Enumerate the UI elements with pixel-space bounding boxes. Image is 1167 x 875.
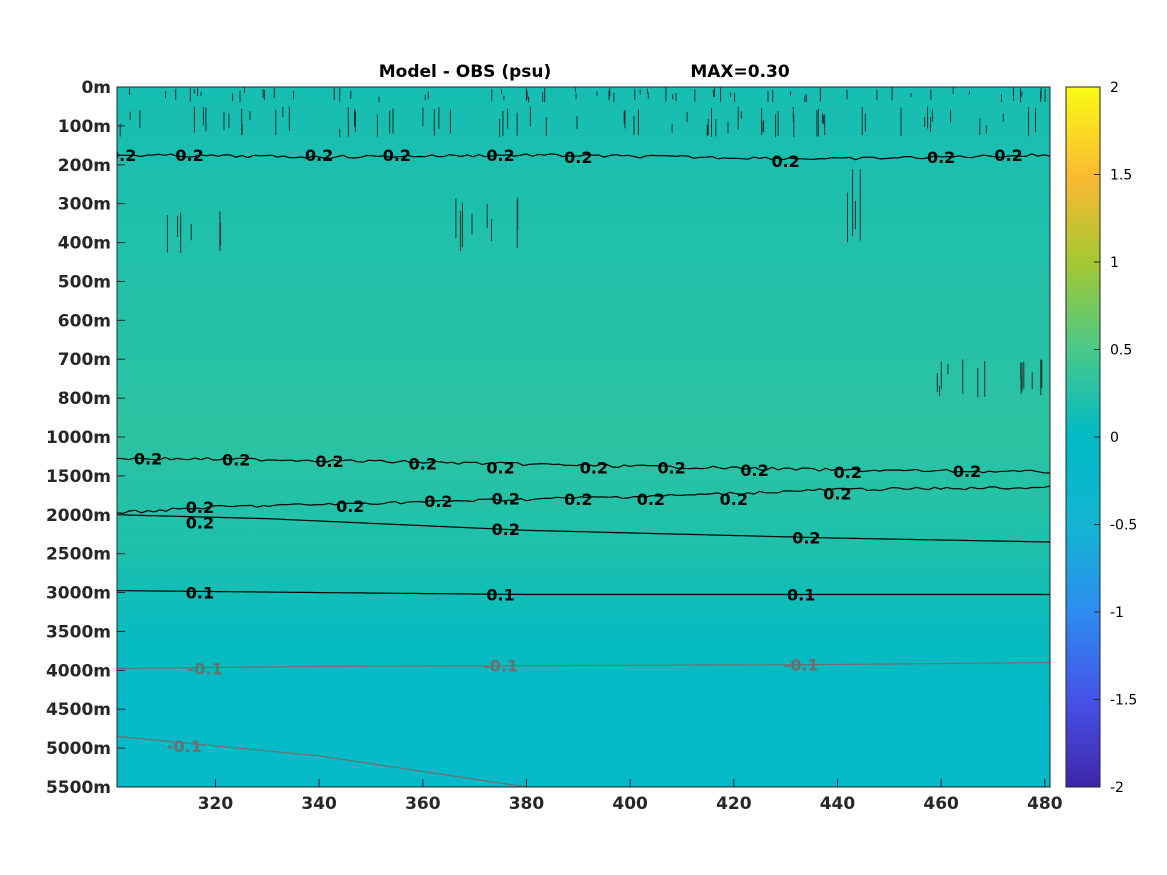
- contour-label: 0.2: [792, 529, 820, 548]
- y-tick-label: 1000m: [46, 428, 111, 448]
- colorbar-tick-label: 0: [1110, 430, 1119, 446]
- contour-label: 0.2: [305, 146, 333, 165]
- contour-line--0.1: -0.1: [117, 735, 527, 787]
- colorbar-tick-label: 1.5: [1110, 168, 1132, 184]
- contour-label: 0.1: [486, 586, 514, 605]
- chart-title-left: Model - OBS (psu): [379, 62, 552, 82]
- x-tick-label: 480: [1027, 794, 1063, 814]
- contour-label: 0.2: [492, 520, 520, 539]
- contour-label: 0.2: [492, 489, 520, 508]
- contour-label: 0.2: [580, 458, 608, 477]
- contour-label: 0.2: [108, 146, 136, 165]
- x-tick-label: 400: [612, 794, 648, 814]
- y-tick-label: 2000m: [46, 506, 111, 526]
- contour-label: 0.2: [720, 490, 748, 509]
- contour-line-0.1: 0.1 0.1 0.1: [117, 584, 1050, 605]
- noise-contour-region: [847, 169, 861, 243]
- y-tick-label: 800m: [58, 389, 111, 409]
- field-background: [117, 87, 1050, 787]
- contour-label: 0.2: [927, 148, 955, 167]
- x-tick-label: 440: [820, 794, 856, 814]
- x-tick-label: 460: [923, 794, 959, 814]
- contour-label: 0.2: [486, 146, 514, 165]
- noise-contour-region: [119, 106, 1036, 138]
- contour-line-0.2: 0.2 0.2 0.2: [117, 514, 1050, 548]
- colorbar-tick-label: -1: [1110, 605, 1124, 621]
- contour-label: 0.2: [771, 152, 799, 171]
- y-tick-label: 3500m: [46, 622, 111, 642]
- y-tick-label: 5000m: [46, 739, 111, 759]
- contour-label: 0.2: [486, 458, 514, 477]
- chart-title-right: MAX=0.30: [690, 62, 790, 82]
- contour-label: 0.2: [564, 490, 592, 509]
- colorbar-tick-label: -0.5: [1110, 518, 1137, 534]
- colorbar-tick-label: 0.5: [1110, 343, 1132, 359]
- y-tick-label: 0m: [81, 78, 111, 98]
- contour-label: 0.2: [175, 146, 203, 165]
- x-tick-label: 360: [405, 794, 441, 814]
- colorbar-tick-label: -1.5: [1110, 693, 1137, 709]
- y-tick-label: 100m: [58, 117, 111, 137]
- x-tick-label: 340: [301, 794, 337, 814]
- y-tick-label: 1500m: [46, 467, 111, 487]
- contour-line-0.2: 0.2 0.2 0.2 0.2 0.2 0.2 0.2 0.2 0.2 0.2: [117, 449, 1050, 482]
- y-tick-label: 200m: [58, 156, 111, 176]
- contour-label: 0.2: [186, 514, 214, 533]
- contour-label: 0.2: [823, 484, 851, 503]
- x-tick-label: 420: [716, 794, 752, 814]
- contour-label: 0.2: [186, 498, 214, 517]
- y-tick-label: 5500m: [46, 778, 111, 798]
- y-tick-label: 400m: [58, 234, 111, 254]
- contour-label: -0.1: [483, 656, 518, 675]
- x-tick-label: 320: [198, 794, 234, 814]
- contour-label: -0.1: [188, 659, 223, 678]
- contour-label: 0.2: [953, 462, 981, 481]
- contour-label: 0.2: [134, 449, 162, 468]
- colorbar-tick-label: -2: [1110, 780, 1124, 796]
- contour-label: 0.2: [657, 458, 685, 477]
- noise-contour-region: [129, 87, 1046, 103]
- contour-label: 0.2: [383, 146, 411, 165]
- y-tick-label: 4500m: [46, 700, 111, 720]
- y-tick-label: 600m: [58, 311, 111, 331]
- contour-line-0.2: 0.2 0.2 0.2 0.2 0.2 0.2 0.2 0.2: [117, 484, 1050, 517]
- noise-contour-region: [936, 359, 1043, 398]
- colorbar-tick-label: 2: [1110, 80, 1119, 96]
- y-tick-label: 2500m: [46, 545, 111, 565]
- contour-label: 0.2: [994, 146, 1022, 165]
- y-tick-label: 500m: [58, 272, 111, 292]
- contour-line-0.2: 0.2 0.2 0.2 0.2 0.2 0.2 0.2 0.2 0.2: [108, 146, 1050, 171]
- contour-label: 0.2: [409, 454, 437, 473]
- noise-contour-region: [166, 211, 222, 253]
- contour-label: 0.2: [222, 451, 250, 470]
- contour-label: 0.1: [787, 586, 815, 605]
- y-tick-label: 3000m: [46, 584, 111, 604]
- noise-contour-region: [455, 197, 519, 252]
- contour-label: 0.2: [315, 452, 343, 471]
- contour-label: 0.1: [186, 584, 214, 603]
- y-tick-label: 700m: [58, 350, 111, 370]
- contour-label: 0.2: [834, 463, 862, 482]
- contour-label: 0.2: [564, 148, 592, 167]
- contour-line--0.1: -0.1 -0.1 -0.1: [117, 656, 1050, 678]
- contour-label: 0.2: [740, 461, 768, 480]
- contour-label: -0.1: [784, 656, 819, 675]
- colorbar-tick-label: 1: [1110, 255, 1119, 271]
- contour-label: -0.1: [167, 737, 202, 756]
- y-tick-label: 300m: [58, 195, 111, 215]
- x-tick-label: 380: [509, 794, 545, 814]
- contour-label: 0.2: [336, 497, 364, 516]
- y-tick-label: 4000m: [46, 661, 111, 681]
- contour-label: 0.2: [637, 490, 665, 509]
- contour-label: 0.2: [424, 492, 452, 511]
